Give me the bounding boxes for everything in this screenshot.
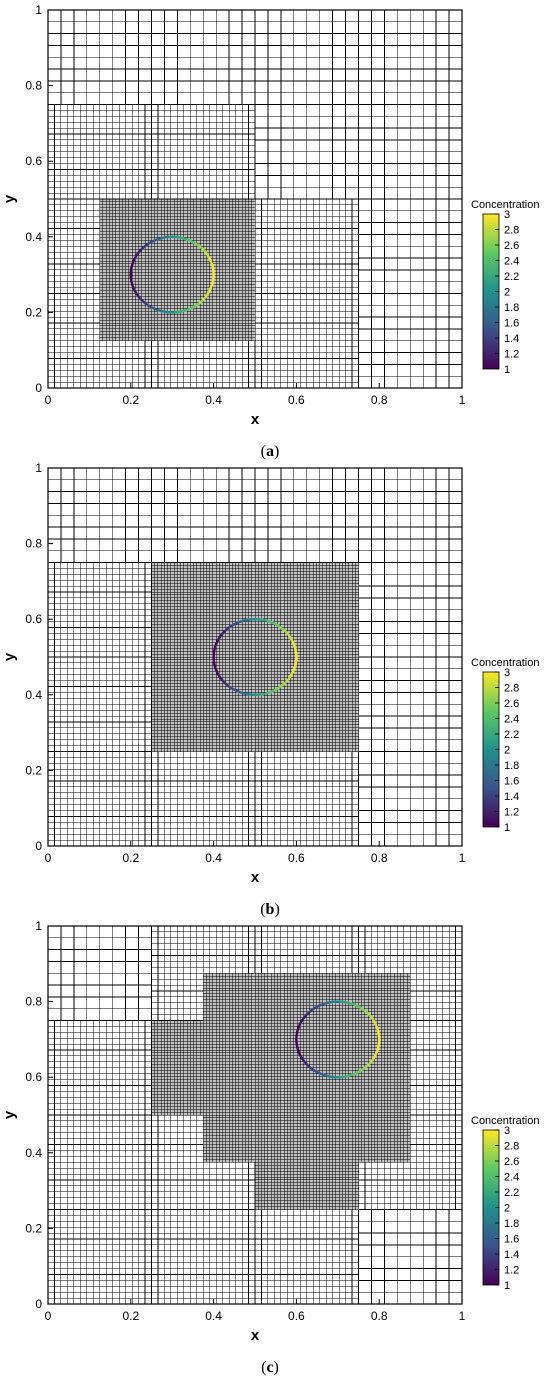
colorbar-tick-label: 2.8: [504, 683, 519, 695]
colorbar-tick-label: 2.6: [504, 698, 519, 710]
colorbar-tick-label: 2.6: [504, 240, 519, 252]
mesh-block-level-3: [255, 1162, 359, 1209]
colorbar-tick-label: 2.2: [504, 271, 519, 283]
y-tick-label: 0.2: [25, 763, 42, 777]
x-tick-label: 0.2: [122, 1309, 139, 1323]
colorbar-tick-label: 1: [504, 364, 510, 376]
y-tick-label: 0.8: [25, 79, 42, 93]
x-tick-label: 0: [45, 851, 52, 865]
y-tick-label: 0.6: [25, 1070, 42, 1084]
colorbar-tick-label: 2: [504, 287, 510, 299]
x-axis-label: x: [251, 869, 260, 886]
mesh-block-level-3: [152, 1021, 204, 1116]
y-axis-label: y: [1, 1110, 18, 1119]
colorbar-tick-label: 2.8: [504, 1141, 519, 1153]
x-tick-label: 0.8: [371, 851, 388, 865]
colorbar-tick-label: 1.4: [504, 1249, 519, 1261]
x-tick-label: 1: [459, 851, 466, 865]
x-tick-label: 0.4: [205, 393, 222, 407]
colorbar-tick-label: 1.8: [504, 1218, 519, 1230]
colorbar-tick-label: 1.2: [504, 1265, 519, 1277]
colorbar-tick-label: 1: [504, 822, 510, 834]
mesh-block-level-3: [203, 973, 410, 1162]
y-tick-label: 1: [35, 461, 42, 475]
x-tick-label: 0: [45, 1309, 52, 1323]
colorbar-tick-label: 1.8: [504, 302, 519, 314]
y-tick-label: 0.4: [25, 688, 42, 702]
colorbar-tick-label: 1.2: [504, 807, 519, 819]
colorbar-tick-label: 2.6: [504, 1156, 519, 1168]
x-tick-label: 0.8: [371, 1309, 388, 1323]
y-tick-label: 0: [35, 839, 42, 853]
mesh-grid: [48, 926, 462, 1304]
colorbar-tick-label: 1.4: [504, 333, 519, 345]
colorbar-tick-label: 2.8: [504, 225, 519, 237]
x-tick-label: 0: [45, 393, 52, 407]
colorbar-tick-label: 2: [504, 745, 510, 757]
y-tick-label: 0.4: [25, 230, 42, 244]
x-tick-label: 0.4: [205, 851, 222, 865]
x-tick-label: 0.4: [205, 1309, 222, 1323]
y-tick-label: 1: [35, 919, 42, 933]
x-tick-label: 0.6: [288, 1309, 305, 1323]
y-tick-label: 0.2: [25, 1221, 42, 1235]
y-tick-label: 0.4: [25, 1146, 42, 1160]
y-tick-label: 0: [35, 1297, 42, 1311]
x-axis-label: x: [251, 1327, 260, 1344]
x-axis-label: x: [251, 411, 260, 428]
colorbar-tick-label: 3: [504, 1125, 510, 1137]
x-tick-label: 1: [459, 1309, 466, 1323]
panel-caption: (b): [260, 901, 280, 918]
y-tick-label: 0.8: [25, 995, 42, 1009]
colorbar-tick-label: 2.4: [504, 256, 519, 268]
x-tick-label: 0.8: [371, 393, 388, 407]
colorbar-tick-label: 1.6: [504, 776, 519, 788]
colorbar-tick-label: 1.6: [504, 1234, 519, 1246]
x-tick-label: 0.6: [288, 851, 305, 865]
colorbar-tick-label: 1.2: [504, 349, 519, 361]
colorbar-tick-label: 2.4: [504, 1172, 519, 1184]
y-tick-label: 0.8: [25, 537, 42, 551]
colorbar-tick-label: 1.6: [504, 318, 519, 330]
colorbar-tick-label: 2: [504, 1203, 510, 1215]
x-tick-label: 1: [459, 393, 466, 407]
mesh-block-level-2: [48, 105, 255, 200]
y-tick-label: 0.6: [25, 612, 42, 626]
y-tick-label: 0.2: [25, 305, 42, 319]
colorbar-tick-label: 3: [504, 209, 510, 221]
y-tick-label: 0: [35, 381, 42, 395]
colorbar-tick-label: 1.4: [504, 791, 519, 803]
y-tick-label: 1: [35, 3, 42, 17]
panel-caption: (c): [261, 1359, 279, 1376]
x-tick-label: 0.2: [122, 851, 139, 865]
y-tick-label: 0.6: [25, 154, 42, 168]
mesh-grid: [48, 10, 462, 388]
mesh-block-level-3: [152, 563, 359, 752]
y-axis-label: y: [1, 194, 18, 203]
colorbar-tick-label: 1.8: [504, 760, 519, 772]
colorbar-tick-label: 1: [504, 1280, 510, 1292]
colorbar-tick-label: 2.2: [504, 1187, 519, 1199]
mesh-grid: [48, 468, 462, 846]
mesh-block-level-3: [100, 199, 255, 341]
x-tick-label: 0.2: [122, 393, 139, 407]
colorbar-tick-label: 2.2: [504, 729, 519, 741]
x-tick-label: 0.6: [288, 393, 305, 407]
colorbar-tick-label: 2.4: [504, 714, 519, 726]
colorbar-tick-label: 3: [504, 667, 510, 679]
y-axis-label: y: [1, 652, 18, 661]
panel-caption: (a): [261, 443, 280, 460]
